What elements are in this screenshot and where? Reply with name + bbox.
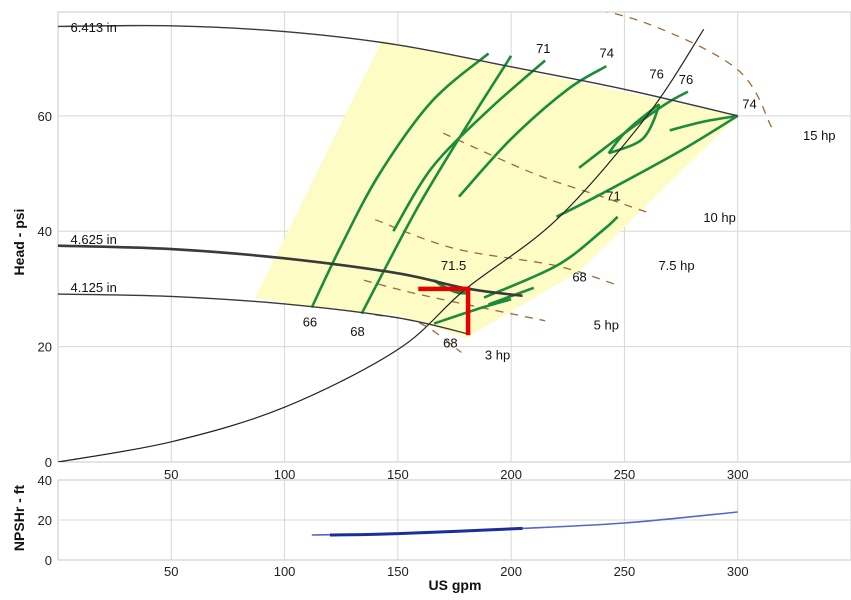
npshr-plot: 50 100 150 200 250 300 0 20 40 — [38, 473, 851, 579]
efficiency-curve — [488, 286, 535, 306]
efficiency-label: 76 — [679, 72, 693, 87]
y-tick-label: 20 — [38, 513, 52, 528]
efficiency-curve — [483, 215, 619, 299]
efficiency-curve — [607, 103, 661, 155]
y-tick-label: 60 — [38, 109, 52, 124]
power-label: 7.5 hp — [658, 258, 694, 273]
x-tick-label: 50 — [164, 467, 178, 482]
efficiency-label: 68 — [443, 336, 457, 351]
efficiency-curve — [458, 65, 607, 198]
x-tick-label: 150 — [387, 467, 409, 482]
efficiency-curve — [360, 55, 513, 315]
x-tick-label: 200 — [500, 564, 522, 579]
power-curve — [442, 132, 652, 215]
efficiency-label: 76 — [649, 66, 663, 81]
efficiency-label: 68 — [350, 324, 364, 339]
npshr-line — [329, 526, 523, 537]
power-label: 3 hp — [485, 347, 510, 362]
power-curve — [375, 314, 462, 353]
y-tick-label: 40 — [38, 473, 52, 488]
power-curve — [605, 12, 773, 128]
x-tick-label: 200 — [500, 467, 522, 482]
operating-region — [255, 40, 738, 339]
efficiency-label: 66 — [303, 314, 317, 329]
power-label: 15 hp — [803, 128, 836, 143]
y-tick-label: 40 — [38, 224, 52, 239]
impeller-label: 4.125 in — [71, 280, 117, 295]
y-tick-label: 20 — [38, 340, 52, 355]
power-label: 10 hp — [703, 210, 736, 225]
x-tick-label: 50 — [164, 564, 178, 579]
x-axis-title: US gpm — [429, 577, 482, 593]
y-tick-label: 0 — [45, 553, 52, 568]
system-curve — [58, 28, 705, 462]
efficiency-curve — [669, 114, 738, 132]
efficiency-curve — [433, 298, 512, 325]
x-tick-label: 300 — [727, 467, 749, 482]
efficiency-label: 71.5 — [441, 258, 466, 273]
head-plot: 6.413 in 4.625 in 4.125 in 66 68 71 74 76 76 71 74… — [38, 11, 851, 482]
x-tick-label: 100 — [274, 564, 296, 579]
x-tick-label: 150 — [387, 564, 409, 579]
y-axis-title-npshr: NPSHr - ft — [11, 485, 27, 551]
efficiency-label: 74 — [600, 46, 614, 61]
impeller-curve — [58, 293, 471, 336]
power-label: 5 hp — [594, 317, 619, 332]
y-tick-label: 0 — [45, 455, 52, 470]
efficiency-curve — [392, 59, 546, 232]
power-curve — [374, 219, 621, 287]
efficiency-label: 68 — [572, 269, 586, 284]
impeller-curve — [58, 24, 738, 117]
x-tick-label: 250 — [614, 564, 636, 579]
impeller-label: 4.625 in — [71, 232, 117, 247]
y-axis-title-head: Head - psi — [11, 209, 27, 276]
efficiency-label: 71 — [536, 41, 550, 56]
efficiency-curve — [555, 114, 739, 218]
x-tick-label: 100 — [274, 467, 296, 482]
impeller-label: 6.413 in — [71, 20, 117, 35]
efficiency-label: 71 — [606, 189, 620, 204]
x-tick-label: 250 — [614, 467, 636, 482]
efficiency-label: 74 — [742, 96, 756, 111]
x-tick-label: 300 — [727, 564, 749, 579]
